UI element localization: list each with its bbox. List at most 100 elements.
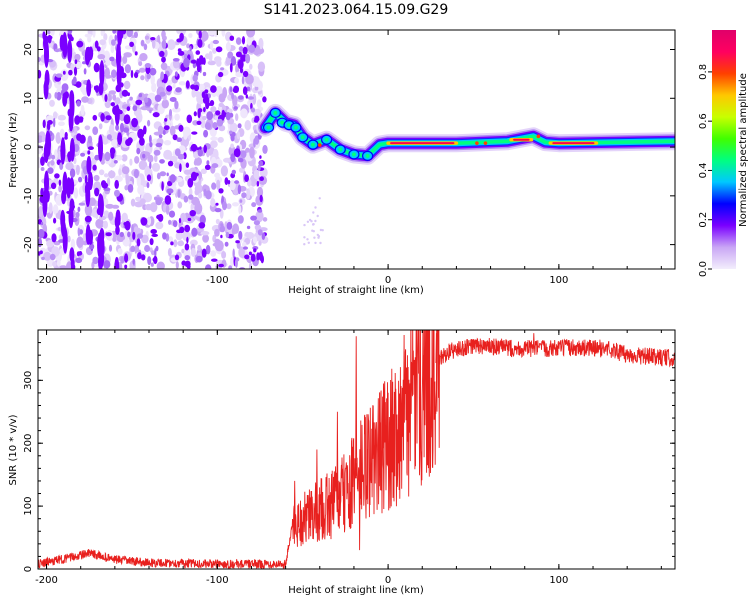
noise-blob (126, 30, 133, 38)
noise-blob (99, 169, 105, 176)
noise-blob (120, 256, 125, 264)
noise-blob (122, 55, 128, 64)
snr-ylabel: SNR (10 * v/v) (8, 414, 19, 485)
noise-blob (235, 71, 243, 78)
noise-blob (47, 167, 54, 175)
noise-blob (183, 195, 189, 203)
noise-streak (69, 247, 75, 262)
noise-blob (150, 74, 155, 86)
noise-blob (239, 167, 245, 173)
noise-blob (254, 115, 260, 123)
noise-blob (55, 132, 62, 144)
noise-blob (121, 154, 128, 162)
noise-blob (103, 173, 109, 178)
noise-streak (62, 171, 68, 197)
noise-blob (210, 85, 217, 93)
noise-blob (225, 231, 230, 239)
noise-blob (58, 179, 62, 186)
ridge-dot (536, 134, 541, 139)
noise-blob (94, 154, 100, 161)
noise-blob (251, 202, 257, 208)
noise-streak (86, 79, 92, 97)
noise-blob (55, 73, 63, 78)
noise-blob (194, 202, 203, 215)
noise-blob (237, 215, 244, 224)
noise-blob (189, 45, 192, 52)
noise-blob (190, 247, 196, 257)
noise-blob (218, 125, 226, 132)
noise-blob (42, 119, 46, 129)
faint-dot (303, 243, 306, 246)
noise-blob (228, 265, 233, 269)
noise-blob (101, 30, 106, 35)
noise-blob (244, 174, 250, 182)
noise-blob (229, 122, 238, 133)
noise-blob (229, 35, 235, 41)
ridge-blob-core (287, 123, 292, 128)
noise-blob (153, 149, 161, 156)
noise-blob (183, 53, 188, 60)
noise-blob (246, 86, 251, 92)
noise-blob (41, 256, 45, 261)
noise-blob (178, 217, 182, 224)
noise-blob (76, 40, 84, 48)
noise-blob (245, 74, 254, 85)
noise-streak (44, 170, 49, 196)
noise-blob (137, 128, 145, 139)
noise-blob (94, 40, 99, 49)
noise-blob (141, 234, 149, 244)
noise-blob (218, 263, 225, 268)
noise-blob (241, 241, 247, 248)
noise-blob (184, 224, 191, 233)
ridge-dot (483, 141, 488, 145)
noise-blob (58, 185, 62, 193)
noise-blob (252, 93, 257, 105)
noise-blob (187, 217, 192, 222)
noise-blob (161, 56, 166, 63)
noise-blob (84, 203, 93, 216)
noise-blob (149, 161, 152, 169)
noise-blob (242, 70, 249, 78)
noise-blob (241, 76, 245, 85)
noise-streak (59, 34, 65, 51)
noise-streak (116, 61, 122, 89)
noise-blob (253, 169, 260, 180)
noise-streak (114, 104, 120, 126)
noise-streak (99, 249, 105, 268)
faint-dot (312, 211, 315, 214)
noise-blob (120, 122, 124, 133)
faint-dot (312, 230, 315, 233)
noise-blob (115, 155, 123, 161)
noise-blob (151, 162, 161, 172)
noise-blob (160, 71, 165, 80)
snr-xlabel: Height of straight line (km) (288, 585, 424, 596)
noise-blob (121, 89, 129, 97)
noise-blob (176, 137, 182, 142)
noise-blob (205, 53, 211, 59)
noise-blob (175, 231, 183, 241)
noise-blob (130, 69, 134, 79)
faint-dot (317, 236, 320, 239)
noise-blob (58, 265, 68, 269)
noise-blob (155, 245, 159, 252)
noise-blob (109, 56, 115, 62)
noise-blob (126, 106, 131, 112)
noise-blob (39, 250, 43, 255)
noise-blob (180, 212, 187, 223)
noise-streak (60, 137, 66, 165)
noise-blob (199, 55, 204, 63)
noise-blob (163, 140, 172, 146)
noise-blob (137, 184, 145, 195)
noise-blob (104, 151, 111, 162)
noise-blob (144, 244, 151, 253)
noise-blob (144, 63, 151, 68)
noise-blob (161, 99, 169, 109)
noise-blob (222, 201, 227, 211)
noise-blob (247, 96, 254, 100)
faint-dot (321, 229, 324, 232)
noise-blob (193, 160, 198, 166)
noise-blob (135, 99, 143, 106)
noise-blob (134, 51, 138, 56)
noise-blob (210, 41, 214, 51)
